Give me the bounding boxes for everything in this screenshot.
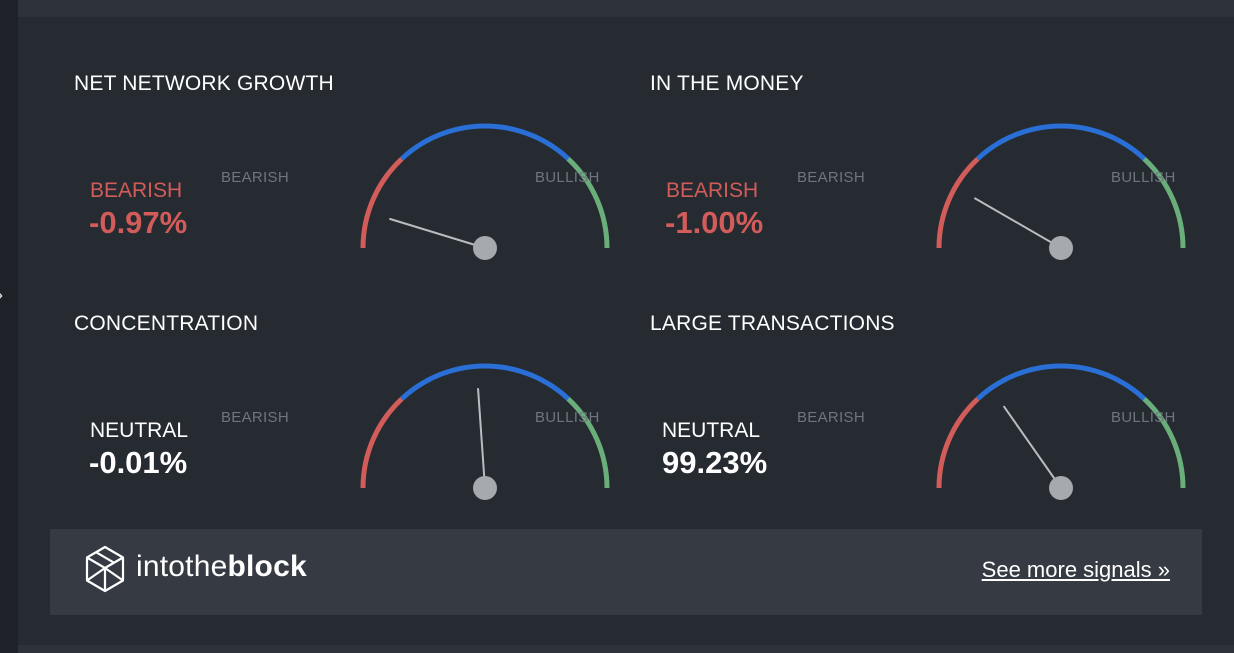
gauge-arc-neutral [400, 363, 570, 401]
gauge-arc-bearish [936, 156, 980, 249]
gauge-arc-neutral [976, 123, 1146, 161]
gauge-arc-bullish [1142, 156, 1186, 249]
footer-bar: intotheblock See more signals » [50, 529, 1202, 615]
gauge: BEARISH BULLISH [797, 123, 1186, 260]
gauge-needle [477, 388, 486, 489]
gauge-needle [973, 197, 1062, 249]
gauge-label-bullish: BULLISH [1111, 169, 1176, 186]
gauge-hub [1049, 236, 1073, 260]
gauge-needle [389, 217, 486, 249]
signal-large-transactions: LARGE TRANSACTIONS NEUTRAL 99.23% BEARIS… [650, 312, 1210, 512]
signal-value: 99.23% [662, 445, 768, 480]
signal-value: -0.01% [89, 445, 188, 480]
gauge-label-bullish: BULLISH [535, 169, 600, 186]
gauge-label-bullish: BULLISH [1111, 409, 1176, 426]
signal-net-network-growth: NET NETWORK GROWTH BEARISH -0.97% BEARIS… [74, 72, 634, 272]
left-sidebar-strip: › [0, 0, 18, 653]
gauge-hub [1049, 476, 1073, 500]
signal-title: IN THE MONEY [650, 72, 804, 95]
gauge-needle [1002, 405, 1062, 489]
gauge-label-bearish: BEARISH [221, 409, 289, 426]
signal-value: -0.97% [89, 205, 188, 240]
gauge-arc-bearish [360, 396, 404, 489]
chevron-right-icon[interactable]: › [0, 283, 11, 307]
brand-wordmark-suffix: block [227, 550, 307, 583]
gauge-arc-bearish [360, 156, 404, 249]
signal-title: CONCENTRATION [74, 312, 259, 335]
signal-status: BEARISH [666, 179, 759, 202]
signal-title: NET NETWORK GROWTH [74, 72, 334, 95]
gauge-label-bearish: BEARISH [797, 169, 865, 186]
gauge: BEARISH BULLISH [221, 123, 610, 260]
signal-status: NEUTRAL [90, 419, 189, 442]
brand-wordmark-prefix: intothe [136, 550, 228, 583]
gauge: BEARISH BULLISH [797, 363, 1186, 500]
see-more-signals-link[interactable]: See more signals » [981, 557, 1170, 582]
cube-logo-icon [85, 545, 125, 593]
gauge-label-bearish: BEARISH [221, 169, 289, 186]
gauge-hub [473, 236, 497, 260]
gauge-arc-bullish [1142, 396, 1186, 489]
signal-in-the-money: IN THE MONEY BEARISH -1.00% BEARISH BULL… [650, 72, 1210, 272]
gauge-label-bearish: BEARISH [797, 409, 865, 426]
signal-title: LARGE TRANSACTIONS [650, 312, 895, 335]
brand-wordmark: intotheblock [136, 550, 307, 584]
signal-status: NEUTRAL [662, 419, 761, 442]
gauge-arc-bearish [936, 396, 980, 489]
signal-concentration: CONCENTRATION NEUTRAL -0.01% BEARISH BUL… [74, 312, 634, 512]
gauge-arc-bullish [566, 396, 610, 489]
bottom-bar [18, 645, 1234, 653]
signal-status: BEARISH [90, 179, 183, 202]
gauge-label-bullish: BULLISH [535, 409, 600, 426]
gauge-arc-neutral [400, 123, 570, 161]
signal-value: -1.00% [665, 205, 764, 240]
gauge: BEARISH BULLISH [221, 363, 610, 500]
top-bar [18, 0, 1234, 17]
gauge-arc-bullish [566, 156, 610, 249]
gauge-hub [473, 476, 497, 500]
gauge-arc-neutral [976, 363, 1146, 401]
